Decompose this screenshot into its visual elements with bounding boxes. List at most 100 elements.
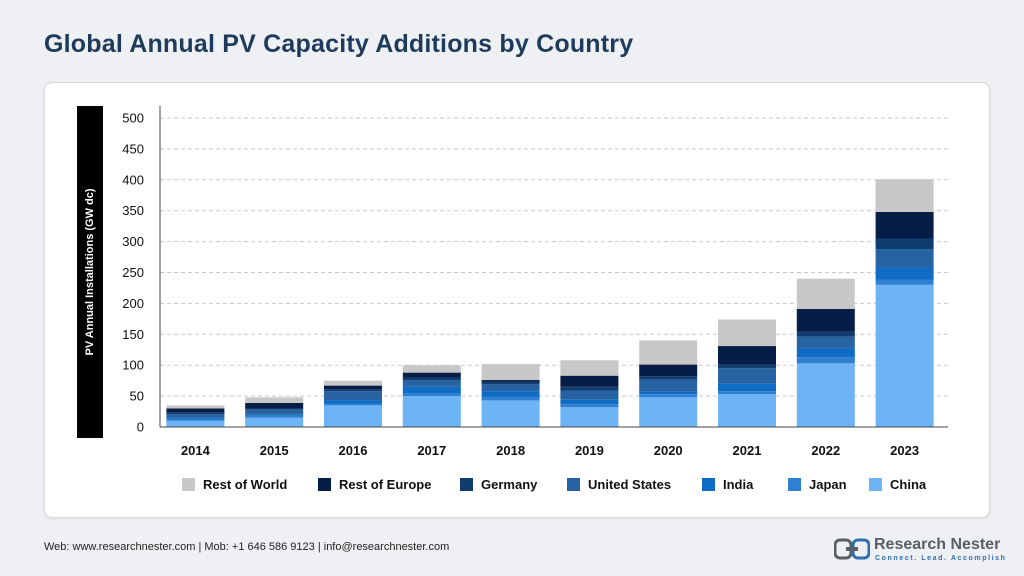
bar-segment: [639, 397, 698, 427]
x-tick-label: 2019: [575, 443, 604, 458]
legend-label: United States: [588, 477, 671, 492]
bar-segment: [324, 405, 382, 427]
x-tick-label: 2022: [811, 443, 840, 458]
bar-segment: [796, 331, 855, 337]
bar-segment: [639, 364, 698, 377]
bar-segment: [166, 417, 225, 419]
bar-segment: [402, 372, 461, 378]
bar-segment: [639, 379, 698, 392]
y-tick-label: 100: [122, 358, 144, 373]
bar-segment: [718, 383, 776, 392]
bar-segment: [796, 347, 855, 358]
bar-segment: [875, 211, 934, 239]
bar-segment: [245, 415, 304, 418]
bar-segment: [560, 390, 619, 400]
x-tick-label: 2020: [654, 443, 683, 458]
bars: [166, 179, 934, 427]
bar-segment: [718, 364, 776, 369]
bar-segment: [166, 418, 225, 421]
bar-segment: [639, 376, 698, 380]
bar-segment: [402, 380, 461, 387]
legend-swatch: [788, 478, 801, 491]
bar-segment: [324, 403, 382, 406]
bar-segment: [718, 346, 776, 365]
bar-segment: [245, 414, 304, 416]
logo-name: Research Nester: [874, 536, 1001, 553]
legend-swatch: [869, 478, 882, 491]
bar-segment: [560, 407, 619, 427]
bar-segment: [718, 368, 776, 384]
bar-segment: [166, 414, 225, 418]
bar-segment: [560, 360, 619, 376]
bar-segment: [796, 278, 855, 309]
bar-segment: [166, 405, 225, 409]
x-tick-label: 2014: [181, 443, 211, 458]
legend-label: Japan: [809, 477, 847, 492]
y-tick-label: 300: [122, 234, 144, 249]
legend-swatch: [318, 478, 331, 491]
bar-segment: [245, 417, 304, 427]
bar-segment: [560, 375, 619, 387]
axes: 0 50 100 150 200 250 300 350 400 450 500 2014 2015 20…: [122, 106, 948, 458]
bar-segment: [639, 391, 698, 395]
legend-label: India: [723, 477, 754, 492]
bar-segment: [324, 385, 382, 390]
x-tick-label: 2016: [339, 443, 368, 458]
y-tick-label: 400: [122, 172, 144, 187]
logo-tagline: Connect. Lead. Accomplish: [875, 555, 1007, 562]
bar-segment: [718, 391, 776, 395]
bar-segment: [560, 386, 619, 391]
bar-segment: [796, 357, 855, 364]
bar-segment: [481, 384, 540, 392]
legend-label: Rest of Europe: [339, 477, 431, 492]
bar-segment: [875, 279, 934, 285]
legend-swatch: [567, 478, 580, 491]
y-tick-label: 150: [122, 327, 144, 342]
bar-segment: [245, 409, 304, 415]
y-axis-label-bar: [77, 106, 103, 438]
bar-segment: [560, 404, 619, 408]
legend-swatch: [460, 478, 473, 491]
bar-segment: [875, 249, 934, 268]
bar-segment: [402, 393, 461, 397]
bar-segment: [481, 391, 540, 398]
legend-label: China: [890, 477, 927, 492]
bar-segment: [324, 380, 382, 386]
x-tick-label: 2023: [890, 443, 919, 458]
y-tick-label: 450: [122, 141, 144, 156]
bar-segment: [560, 399, 619, 405]
legend-label: Germany: [481, 477, 538, 492]
y-tick-label: 500: [122, 111, 144, 126]
y-tick-label: 350: [122, 203, 144, 218]
bar-segment: [639, 340, 698, 365]
bar-segment: [481, 380, 540, 382]
bar-segment: [166, 420, 225, 427]
bar-segment: [324, 389, 382, 392]
bar-segment: [166, 408, 225, 413]
bar-segment: [481, 363, 540, 381]
logo-mark-icon: [834, 538, 870, 560]
legend-label: Rest of World: [203, 477, 287, 492]
grid-lines: [160, 117, 948, 397]
y-tick-label: 50: [130, 389, 144, 404]
bar-segment: [481, 381, 540, 385]
y-tick-label: 0: [137, 420, 144, 435]
bar-segment: [718, 394, 776, 427]
x-tick-label: 2015: [260, 443, 289, 458]
bar-segment: [481, 397, 540, 401]
bar-segment: [481, 400, 540, 427]
bar-segment: [875, 179, 934, 212]
x-tick-label: 2018: [496, 443, 525, 458]
legend-swatch: [182, 478, 195, 491]
bar-segment: [796, 308, 855, 332]
bar-segment: [875, 267, 934, 280]
bar-segment: [402, 377, 461, 381]
bar-segment: [245, 402, 304, 409]
bar-segment: [875, 238, 934, 250]
x-tick-label: 2017: [417, 443, 446, 458]
bar-segment: [402, 365, 461, 373]
bar-segment: [324, 400, 382, 404]
bar-segment: [245, 397, 304, 403]
legend: Rest of World Rest of Europe Germany United…: [182, 477, 927, 492]
